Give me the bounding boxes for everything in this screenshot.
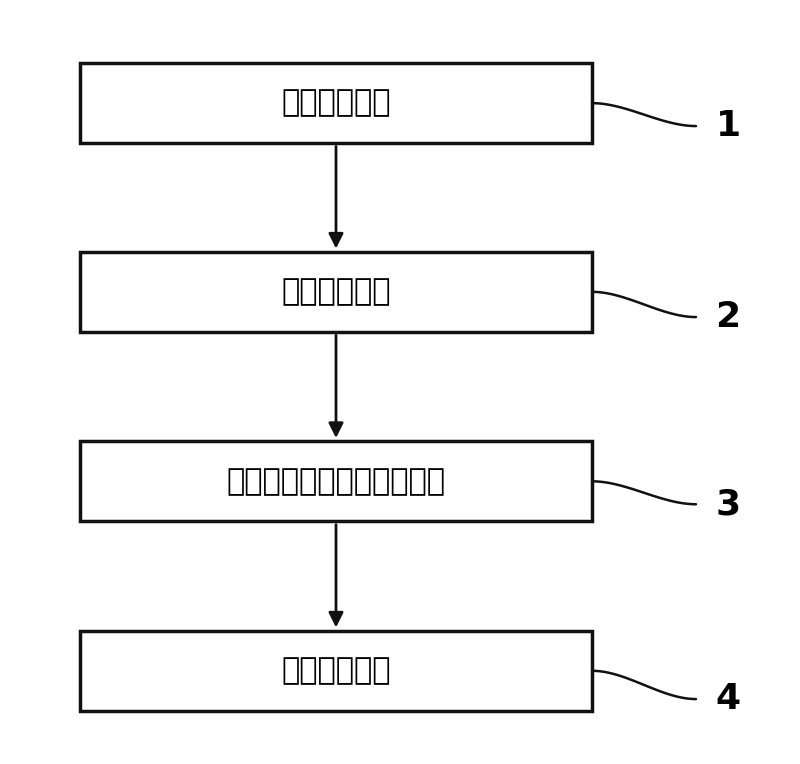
Bar [80,251,592,332]
Bar [80,442,592,521]
Text: 虚拟齿槽周期: 虚拟齿槽周期 [282,89,390,118]
Text: 3: 3 [715,487,741,521]
Bar [80,631,592,711]
Text: 等分齿槽周期: 等分齿槽周期 [282,277,390,306]
Text: 2: 2 [715,300,741,334]
Bar [80,63,592,144]
Text: 计算齿槽转矩: 计算齿槽转矩 [282,656,390,685]
Text: 1: 1 [715,109,741,143]
Text: 控制电机转过若干齿槽周期: 控制电机转过若干齿槽周期 [226,467,446,496]
Text: 4: 4 [715,682,741,716]
